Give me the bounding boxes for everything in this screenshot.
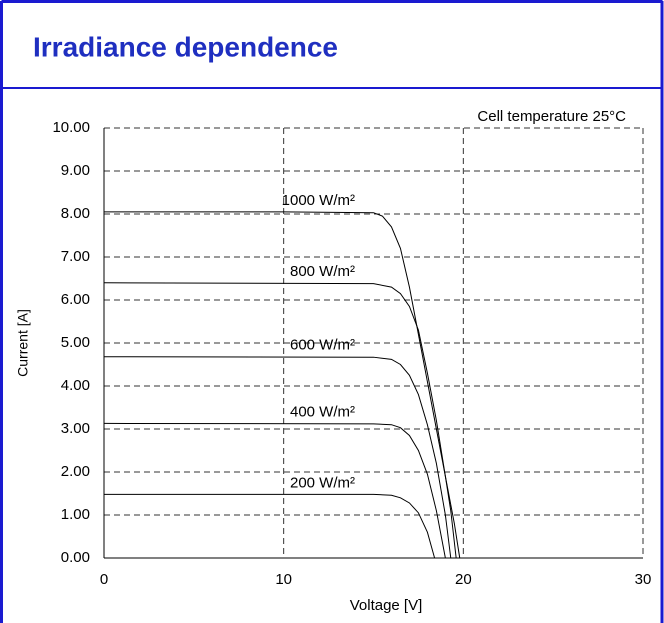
series-label: 1000 W/m² [282, 192, 355, 209]
y-tick-label: 2.00 [61, 463, 90, 480]
chart-title: Irradiance dependence [33, 31, 338, 62]
y-tick-label: 6.00 [61, 291, 90, 308]
x-tick-label: 30 [635, 571, 652, 588]
y-tick-label: 4.00 [61, 377, 90, 394]
series-line [103, 356, 452, 559]
series-line [104, 211, 461, 559]
y-tick-label: 1.00 [61, 506, 90, 523]
series-line [103, 422, 446, 559]
x-tick-label: 10 [275, 571, 292, 588]
series-label: 600 W/m² [290, 337, 355, 354]
y-axis-label: Current [A] [15, 309, 31, 377]
annotation: Cell temperature 25°C [477, 108, 626, 125]
y-tick-label: 5.00 [61, 334, 90, 351]
series-label: 400 W/m² [290, 403, 355, 420]
y-tick-label: 0.00 [61, 549, 90, 566]
series-line [103, 282, 457, 559]
series-line [104, 493, 436, 559]
x-tick-label: 0 [100, 571, 108, 588]
y-tick-label: 8.00 [61, 205, 90, 222]
series-label: 800 W/m² [290, 263, 355, 280]
x-axis-label: Voltage [V] [350, 597, 423, 614]
y-tick-label: 10.00 [52, 119, 90, 136]
y-tick-label: 7.00 [61, 248, 90, 265]
y-tick-label: 9.00 [61, 162, 90, 179]
x-tick-label: 20 [455, 571, 472, 588]
series-label: 200 W/m² [290, 474, 355, 491]
y-tick-label: 3.00 [61, 420, 90, 437]
